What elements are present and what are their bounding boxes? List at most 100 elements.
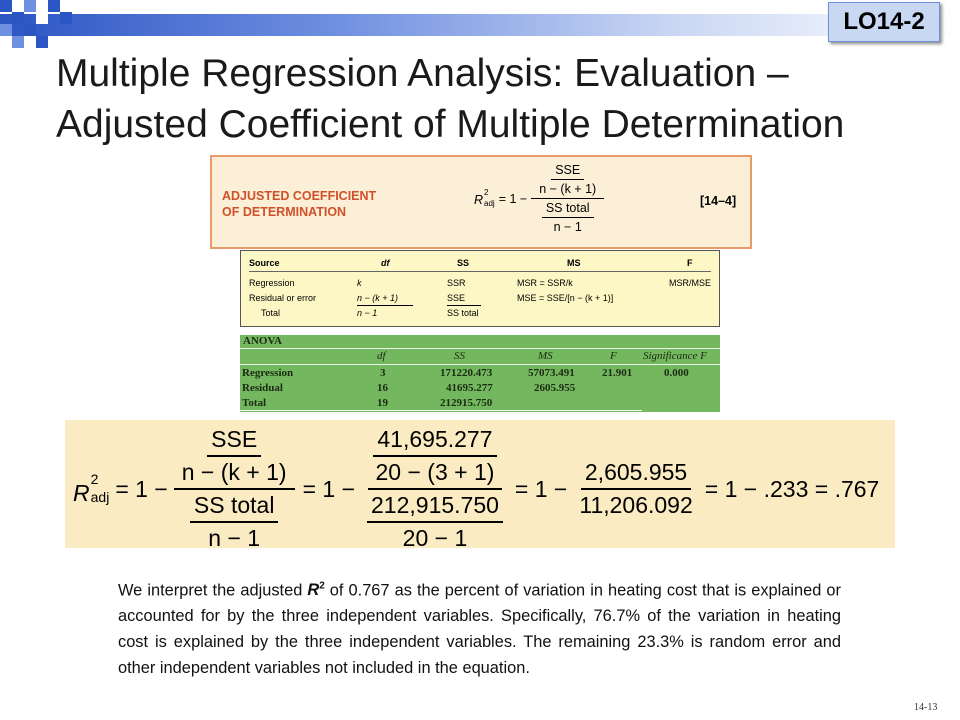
ss-underline [447, 305, 481, 306]
anova-row-residual-df: 16 [377, 382, 388, 394]
sym-total-df: n − 1 [208, 525, 261, 551]
header-rule [240, 364, 720, 365]
residual-df-term: n − (k + 1) [539, 182, 597, 196]
ms-numerator: 2,605.955 [580, 459, 692, 490]
equals-one-minus-2: = 1 − [302, 475, 356, 502]
row-regression-df: k [357, 278, 362, 288]
decor-square [24, 0, 36, 12]
val-sse: 41,695.277 [373, 426, 497, 457]
row-regression-ms: MSR = SSR/k [517, 278, 573, 288]
symbolic-fraction: SSE n − (k + 1) SS total n − 1 [173, 426, 295, 552]
row-residual-ss: SSE [447, 293, 466, 303]
val-sstotal: 212,915.750 [367, 492, 503, 523]
row-regression-source: Regression [249, 278, 295, 288]
equals-one-minus-3: = 1 − [514, 475, 568, 502]
decor-square [60, 12, 72, 24]
anova-row-residual-ms: 2605.955 [534, 382, 576, 394]
formula-label: ADJUSTED COEFFICIENT OF DETERMINATION [222, 188, 376, 220]
decor-square [12, 36, 24, 48]
anova-row-regression-ss: 171220.473 [440, 367, 493, 379]
symbolic-sse-fraction: SSE n − (k + 1) [178, 426, 291, 486]
sstotal-fraction: SS total n − 1 [541, 201, 594, 234]
formula-label-line-2: OF DETERMINATION [222, 205, 347, 219]
anova-row-regression-f: 21.901 [602, 367, 633, 379]
decor-square [36, 36, 48, 48]
paragraph-text-2: of 0.767 as the percent of variation in … [118, 581, 841, 678]
row-total-ss: SS total [447, 308, 479, 318]
numeric-numerator: 41,695.277 20 − (3 + 1) [367, 426, 503, 490]
decor-square [36, 12, 48, 24]
r-adj-symbol: R 2 adj [73, 472, 109, 507]
formula-definition-box: ADJUSTED COEFFICIENT OF DETERMINATION R … [210, 155, 752, 249]
page-title: Multiple Regression Analysis: Evaluation… [56, 48, 936, 150]
learning-objective-badge: LO14-2 [828, 2, 940, 42]
total-df-term: n − 1 [553, 220, 582, 234]
header-source: Source [249, 258, 280, 268]
decor-square [0, 24, 12, 36]
anova-row-total-source: Total [242, 397, 267, 409]
row-residual-df: n − (k + 1) [357, 293, 399, 303]
row-residual-source: Residual or error [249, 293, 317, 303]
paragraph-text-1: We interpret the adjusted [118, 581, 308, 600]
anova-header-df: df [377, 350, 386, 362]
decor-square [12, 12, 24, 24]
anova-output-table: ANOVA df SS MS F Significance F Regressi… [240, 335, 720, 412]
sym-sse: SSE [207, 426, 262, 457]
header-f: F [687, 258, 693, 268]
final-result: = 1 − .233 = .767 [704, 475, 880, 502]
worked-computation-box: R 2 adj = 1 − SSE n − (k + 1) SS total n… [65, 420, 895, 551]
decor-square [48, 0, 60, 12]
anova-row-regression-df: 3 [380, 367, 386, 379]
anova-caption: ANOVA [243, 335, 282, 347]
anova-row-residual-ss: 41695.277 [446, 382, 493, 394]
anova-header-ss: SS [454, 350, 465, 362]
equation-reference: [14–4] [700, 194, 737, 208]
anova-row-regression-source: Regression [242, 367, 294, 379]
anova-header-significance: Significance F [643, 350, 707, 362]
numeric-denominator: 212,915.750 20 − 1 [363, 490, 507, 552]
header-ms: MS [567, 258, 581, 268]
equals-one-minus-1: = 1 − [115, 475, 168, 502]
r-sub: adj [90, 488, 110, 505]
paragraph-r: R [307, 581, 320, 600]
mean-square-fraction: 2,605.955 11,206.092 [575, 459, 696, 519]
numeric-sstotal-fraction: 212,915.750 20 − 1 [367, 492, 503, 552]
outer-fraction: SSE n − (k + 1) SS total n − 1 [531, 163, 605, 234]
header-ss: SS [457, 258, 470, 268]
ms-denominator: 11,206.092 [579, 492, 693, 518]
r-adj-symbol: R 2 adj [474, 189, 495, 208]
anova-row-regression-sig: 0.000 [664, 367, 689, 379]
outer-denominator: SS total n − 1 [538, 199, 598, 234]
row-total-source: Total [261, 308, 281, 318]
interpretation-paragraph: We interpret the adjusted R2 of 0.767 as… [118, 574, 841, 681]
numeric-fraction: 41,695.277 20 − (3 + 1) 212,915.750 20 −… [363, 426, 507, 552]
r-scripts: 2 adj [91, 472, 110, 504]
worked-formula: R 2 adj = 1 − SSE n − (k + 1) SS total n… [73, 426, 879, 552]
sym-sstotal: SS total [189, 492, 279, 523]
anova-row-total-df: 19 [377, 397, 388, 409]
anova-header-ms: MS [538, 350, 553, 362]
r-scripts: 2 adj [484, 189, 495, 208]
row-regression-ss: SSR [447, 278, 466, 288]
df-underline [357, 305, 413, 306]
symbolic-numerator: SSE n − (k + 1) [173, 426, 295, 490]
paragraph-r-sup: 2 [319, 581, 325, 592]
equals-one-minus: = 1 − [498, 191, 528, 206]
anova-row-total-ss: 212915.750 [440, 397, 493, 409]
r-letter: R [73, 479, 90, 506]
anova-header-f: F [610, 350, 617, 362]
r-sup: 2 [484, 188, 489, 197]
title-line-2: Adjusted Coefficient of Multiple Determi… [56, 103, 845, 146]
header-gradient-bar [0, 14, 960, 36]
decor-square [0, 0, 12, 12]
r-letter: R [474, 193, 484, 207]
decor-square [24, 24, 36, 36]
adjusted-r2-formula: R 2 adj = 1 − SSE n − (k + 1) SS total n… [474, 163, 605, 234]
row-residual-ms: MSE = SSE/[n − (k + 1)] [517, 293, 614, 303]
title-line-1: Multiple Regression Analysis: Evaluation… [56, 52, 789, 95]
header-rule [249, 271, 711, 272]
r-sup: 2 [90, 470, 99, 487]
numeric-sse-fraction: 41,695.277 20 − (3 + 1) [372, 426, 499, 486]
sse-fraction: SSE n − (k + 1) [535, 163, 600, 196]
caption-rule [240, 348, 720, 349]
